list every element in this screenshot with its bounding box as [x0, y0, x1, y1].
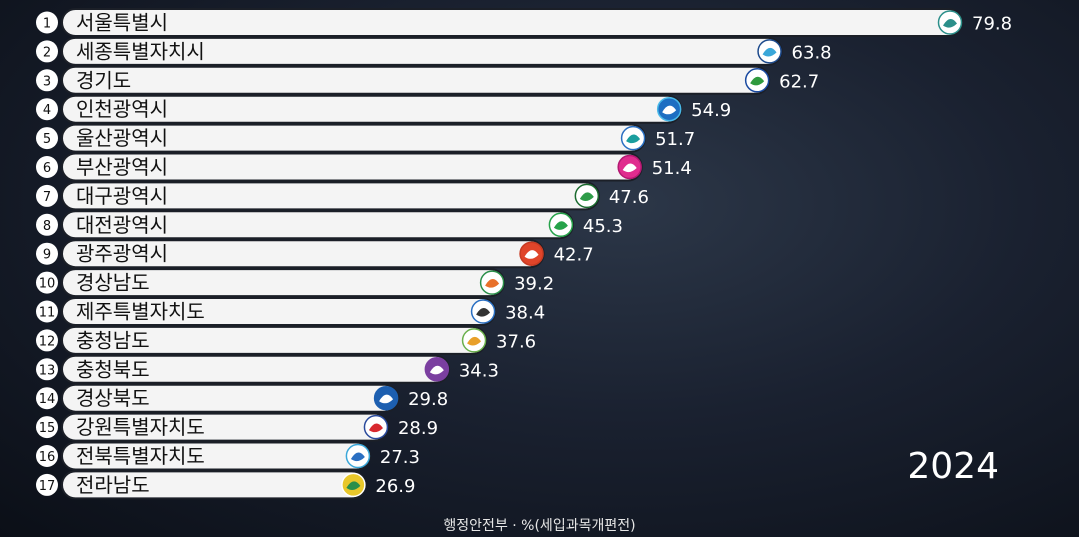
category-label: 울산광역시	[76, 126, 168, 150]
daejeon-emblem-icon	[548, 212, 574, 238]
category-label: 전라남도	[76, 473, 150, 497]
rank-badge	[36, 11, 58, 34]
rank-number: 17	[39, 479, 56, 494]
gyeonggi-emblem-icon	[744, 68, 770, 93]
rank-badge	[36, 445, 58, 467]
rank-badge	[36, 358, 58, 381]
value-label: 34.3	[459, 360, 499, 381]
rank-number: 16	[39, 450, 56, 465]
rank-number: 13	[39, 363, 56, 378]
value-label: 27.3	[380, 447, 420, 468]
category-label: 강원특별자치도	[76, 415, 205, 439]
rank-badge	[36, 69, 58, 92]
value-label: 39.2	[514, 274, 554, 295]
rank-number: 8	[43, 219, 51, 234]
rank-number: 2	[43, 45, 51, 60]
seoul-emblem-icon	[937, 10, 963, 35]
value-label: 37.6	[496, 331, 536, 352]
bar-3	[61, 65, 771, 95]
incheon-emblem-icon	[656, 96, 682, 122]
rank-number: 7	[43, 190, 51, 205]
rank-badge	[36, 127, 58, 150]
rank-badge	[36, 416, 58, 439]
rank-badge	[36, 473, 58, 496]
category-label: 부산광역시	[76, 155, 168, 179]
value-label: 63.8	[792, 42, 832, 63]
category-label: 충청북도	[76, 357, 150, 381]
category-label: 전북특별자치도	[76, 444, 205, 468]
year-label: 2024	[907, 446, 999, 487]
value-label: 26.9	[375, 476, 415, 497]
rank-number: 5	[43, 132, 51, 147]
rank-number: 9	[43, 248, 51, 263]
category-label: 대전광역시	[76, 213, 168, 237]
value-label: 38.4	[505, 303, 545, 324]
rank-badge	[36, 242, 58, 265]
value-label: 28.9	[398, 418, 438, 439]
rank-badge	[36, 156, 58, 178]
category-label: 세종특별자치시	[76, 39, 205, 63]
category-label: 서울특별시	[76, 11, 168, 35]
rank-number: 6	[43, 161, 51, 176]
rank-badge	[36, 387, 58, 410]
category-label: 경상북도	[76, 386, 150, 410]
category-label: 광주광역시	[76, 242, 168, 266]
jeonbuk-emblem-icon	[345, 443, 371, 469]
daegu-emblem-icon	[574, 183, 600, 209]
value-label: 62.7	[779, 71, 819, 92]
category-label: 경상남도	[76, 271, 150, 295]
rank-number: 15	[39, 421, 56, 436]
busan-emblem-icon	[617, 154, 642, 180]
gyeongbuk-emblem-icon	[373, 385, 399, 411]
bar-1	[61, 8, 963, 37]
gwangju-emblem-icon	[519, 241, 544, 266]
source-caption: 행정안전부 · %(세입과목개편전)	[443, 518, 636, 534]
jeonnam-emblem-icon	[341, 472, 366, 498]
rank-badge	[36, 213, 58, 236]
rank-badge	[36, 300, 58, 323]
rank-number: 4	[43, 103, 51, 118]
value-label: 29.8	[408, 389, 448, 410]
gyeongnam-emblem-icon	[479, 270, 505, 295]
category-label: 제주특별자치도	[76, 300, 205, 324]
sejong-emblem-icon	[757, 39, 782, 64]
rank-number: 12	[39, 334, 56, 349]
value-label: 51.4	[652, 158, 692, 179]
chungbuk-emblem-icon	[424, 357, 450, 382]
gangwon-emblem-icon	[363, 414, 389, 440]
value-label: 54.9	[691, 100, 731, 121]
rank-number: 3	[43, 74, 51, 89]
value-label: 79.8	[972, 14, 1012, 35]
rank-badge	[36, 98, 58, 121]
category-label: 충청남도	[76, 328, 150, 352]
value-label: 47.6	[609, 187, 649, 208]
rank-number: 1	[43, 17, 51, 32]
rank-badge	[36, 184, 58, 207]
value-label: 42.7	[554, 245, 594, 266]
rank-number: 10	[39, 277, 56, 292]
jeju-emblem-icon	[470, 299, 496, 324]
rank-badge	[36, 329, 58, 352]
value-label: 45.3	[583, 216, 623, 237]
chungnam-emblem-icon	[461, 328, 487, 353]
value-label: 51.7	[655, 129, 695, 150]
rank-badge	[36, 271, 58, 294]
category-label: 경기도	[76, 68, 131, 92]
ulsan-emblem-icon	[620, 125, 646, 151]
rank-number: 11	[39, 306, 56, 321]
category-label: 대구광역시	[76, 184, 168, 208]
rank-number: 14	[39, 392, 56, 407]
category-label: 인천광역시	[76, 97, 168, 121]
rank-badge	[36, 40, 58, 63]
